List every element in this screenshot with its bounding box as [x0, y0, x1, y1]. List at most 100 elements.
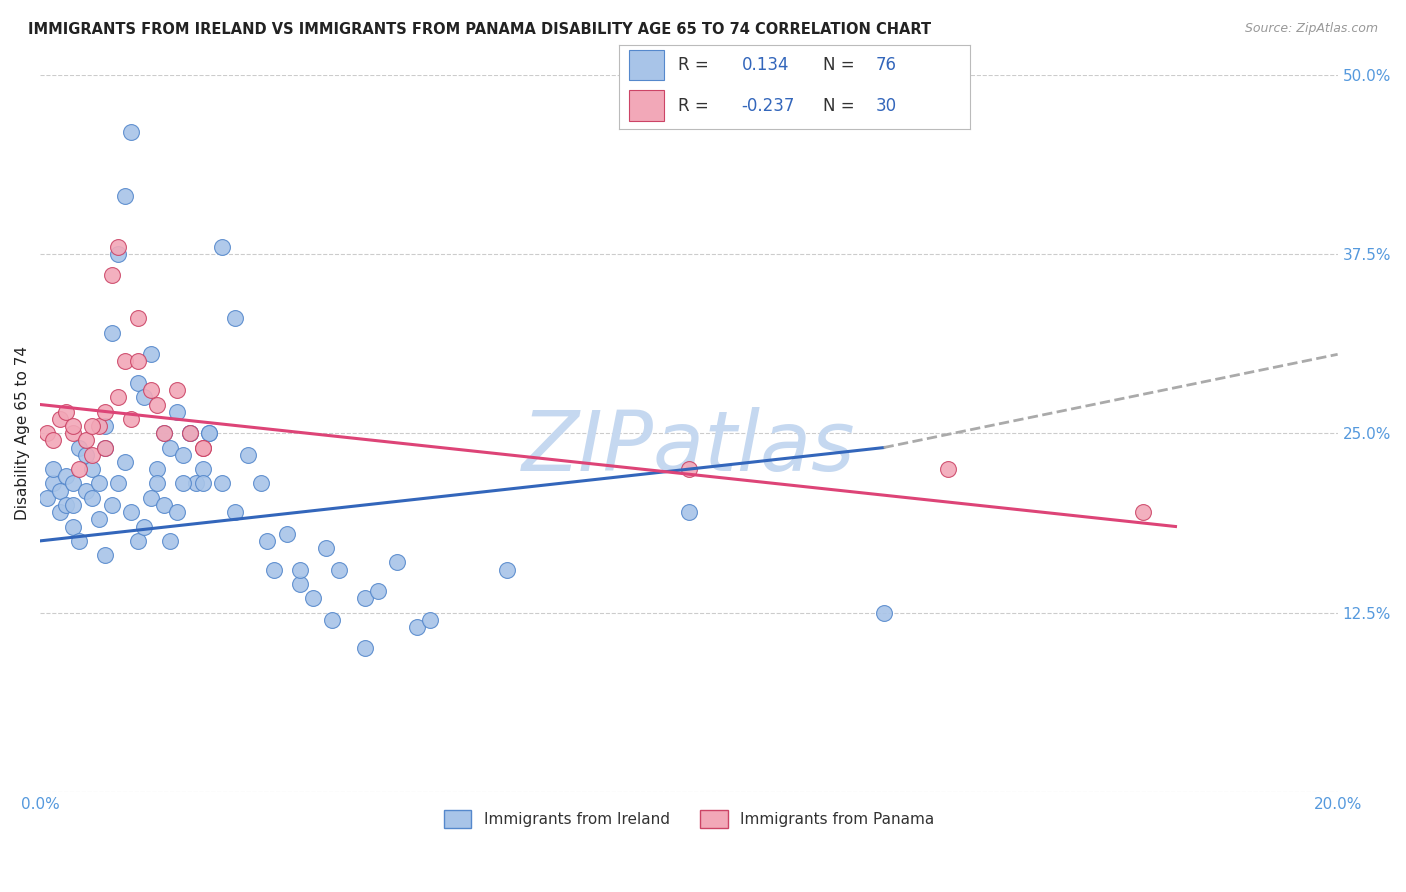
FancyBboxPatch shape: [630, 50, 664, 80]
Point: [62, 519, 84, 533]
Point: [166, 505, 188, 519]
Point: [94, 441, 117, 455]
Text: Source: ZipAtlas.com: Source: ZipAtlas.com: [1244, 22, 1378, 36]
Text: N =: N =: [823, 56, 853, 74]
Point: [114, 354, 136, 368]
Point: [94, 405, 117, 419]
Point: [100, 326, 122, 340]
Point: [62, 498, 84, 512]
Point: [55, 498, 77, 512]
Point: [127, 533, 149, 548]
Point: [49, 505, 72, 519]
Point: [55, 405, 77, 419]
Point: [152, 426, 174, 441]
Point: [107, 476, 129, 491]
Point: [62, 419, 84, 434]
Point: [114, 189, 136, 203]
Point: [321, 613, 343, 627]
Point: [134, 519, 156, 533]
Point: [256, 533, 278, 548]
Point: [75, 483, 97, 498]
Point: [179, 426, 201, 441]
Point: [288, 563, 311, 577]
Point: [87, 476, 110, 491]
Point: [75, 448, 97, 462]
Point: [82, 448, 104, 462]
Point: [152, 426, 174, 441]
Point: [107, 240, 129, 254]
Text: R =: R =: [678, 96, 709, 114]
Point: [172, 448, 194, 462]
Point: [872, 606, 894, 620]
Point: [127, 311, 149, 326]
Point: [211, 476, 233, 491]
Legend: Immigrants from Ireland, Immigrants from Panama: Immigrants from Ireland, Immigrants from…: [437, 804, 941, 835]
Point: [198, 426, 221, 441]
Point: [236, 448, 259, 462]
Point: [62, 476, 84, 491]
Point: [49, 412, 72, 426]
Point: [55, 469, 77, 483]
Point: [120, 412, 142, 426]
Point: [250, 476, 273, 491]
Point: [198, 426, 221, 441]
Point: [328, 563, 350, 577]
Point: [75, 434, 97, 448]
Point: [179, 426, 201, 441]
Point: [385, 555, 408, 569]
Point: [49, 483, 72, 498]
Point: [288, 577, 311, 591]
Text: 30: 30: [875, 96, 897, 114]
Point: [67, 533, 90, 548]
Point: [191, 476, 214, 491]
Point: [159, 533, 181, 548]
Point: [938, 462, 960, 476]
Point: [67, 462, 90, 476]
Point: [353, 641, 375, 656]
Point: [191, 441, 214, 455]
Point: [35, 426, 58, 441]
Point: [224, 505, 246, 519]
Point: [263, 563, 285, 577]
Text: R =: R =: [678, 56, 709, 74]
Y-axis label: Disability Age 65 to 74: Disability Age 65 to 74: [15, 346, 30, 520]
Point: [1132, 505, 1154, 519]
Point: [315, 541, 337, 555]
Text: 0.134: 0.134: [742, 56, 789, 74]
Point: [276, 526, 298, 541]
Text: -0.237: -0.237: [742, 96, 794, 114]
Point: [166, 405, 188, 419]
Point: [35, 491, 58, 505]
Point: [301, 591, 323, 606]
Point: [82, 462, 104, 476]
Point: [146, 476, 169, 491]
Point: [172, 476, 194, 491]
Point: [107, 247, 129, 261]
Text: 76: 76: [875, 56, 896, 74]
Point: [42, 476, 65, 491]
Point: [94, 419, 117, 434]
Point: [82, 491, 104, 505]
Point: [678, 505, 700, 519]
Point: [139, 347, 162, 361]
Point: [87, 512, 110, 526]
Point: [62, 426, 84, 441]
Point: [42, 462, 65, 476]
Point: [191, 441, 214, 455]
Point: [678, 462, 700, 476]
Point: [353, 591, 375, 606]
Point: [146, 398, 169, 412]
Point: [94, 441, 117, 455]
Point: [94, 548, 117, 562]
Point: [100, 498, 122, 512]
Point: [82, 419, 104, 434]
Point: [107, 390, 129, 404]
Point: [114, 455, 136, 469]
Text: N =: N =: [823, 96, 853, 114]
Point: [191, 462, 214, 476]
Point: [120, 125, 142, 139]
Point: [211, 240, 233, 254]
Point: [139, 491, 162, 505]
Point: [87, 419, 110, 434]
Point: [405, 620, 427, 634]
